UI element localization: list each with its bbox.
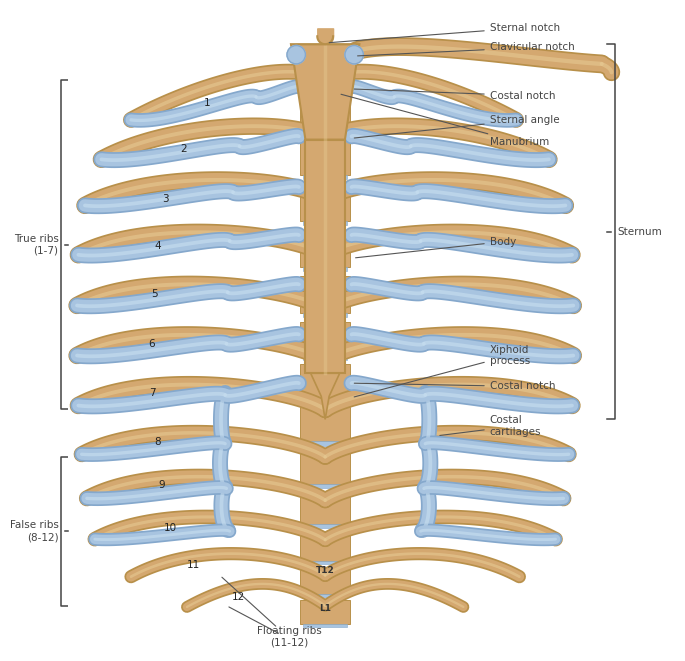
Text: False ribs
(8-12): False ribs (8-12) — [10, 520, 59, 542]
Polygon shape — [300, 567, 350, 594]
Polygon shape — [303, 175, 347, 179]
Text: Costal notch: Costal notch — [354, 89, 556, 100]
Text: 6: 6 — [149, 338, 155, 348]
Polygon shape — [300, 492, 350, 524]
Polygon shape — [311, 373, 340, 419]
Text: 11: 11 — [187, 560, 200, 570]
Text: 7: 7 — [149, 388, 156, 398]
Polygon shape — [300, 48, 350, 83]
Text: T12: T12 — [316, 566, 334, 574]
Text: 8: 8 — [154, 438, 161, 447]
Polygon shape — [303, 356, 347, 360]
Text: Sternal notch: Sternal notch — [329, 22, 560, 43]
Polygon shape — [303, 442, 347, 446]
Text: 9: 9 — [159, 480, 165, 490]
Polygon shape — [303, 313, 347, 317]
Polygon shape — [300, 276, 350, 313]
Polygon shape — [303, 128, 347, 133]
Text: Manubrium: Manubrium — [341, 95, 549, 147]
Polygon shape — [300, 531, 350, 561]
Polygon shape — [306, 139, 345, 373]
Text: 1: 1 — [203, 98, 210, 108]
Polygon shape — [303, 624, 347, 627]
Text: 3: 3 — [162, 194, 169, 204]
Text: 10: 10 — [164, 523, 177, 533]
Circle shape — [287, 46, 306, 64]
Circle shape — [345, 46, 363, 64]
Text: 4: 4 — [154, 241, 161, 251]
Polygon shape — [291, 44, 360, 139]
Text: Costal notch: Costal notch — [354, 381, 556, 391]
Text: Sternal angle: Sternal angle — [354, 115, 560, 138]
Polygon shape — [303, 83, 347, 87]
Polygon shape — [300, 230, 350, 266]
Text: Xiphoid
process: Xiphoid process — [354, 345, 530, 397]
Polygon shape — [303, 561, 347, 564]
Polygon shape — [303, 221, 347, 225]
Text: Sternum: Sternum — [617, 227, 662, 237]
Polygon shape — [300, 92, 350, 128]
Polygon shape — [300, 322, 350, 356]
Polygon shape — [300, 600, 350, 624]
Polygon shape — [303, 594, 347, 597]
Text: 2: 2 — [180, 145, 187, 155]
Text: Body: Body — [356, 237, 516, 258]
Polygon shape — [300, 450, 350, 485]
Text: Floating ribs
(11-12): Floating ribs (11-12) — [257, 626, 321, 648]
Text: 12: 12 — [232, 592, 245, 602]
Polygon shape — [303, 399, 347, 403]
Polygon shape — [300, 407, 350, 442]
Text: L1: L1 — [319, 604, 331, 613]
Polygon shape — [300, 364, 350, 399]
Polygon shape — [303, 524, 347, 528]
Text: Costal
cartilages: Costal cartilages — [440, 415, 541, 437]
Text: True ribs
(1-7): True ribs (1-7) — [14, 234, 59, 256]
Polygon shape — [303, 485, 347, 488]
Text: Clavicular notch: Clavicular notch — [358, 42, 575, 56]
Polygon shape — [300, 137, 350, 175]
Text: 5: 5 — [151, 289, 158, 299]
Polygon shape — [303, 266, 347, 271]
Polygon shape — [300, 184, 350, 221]
